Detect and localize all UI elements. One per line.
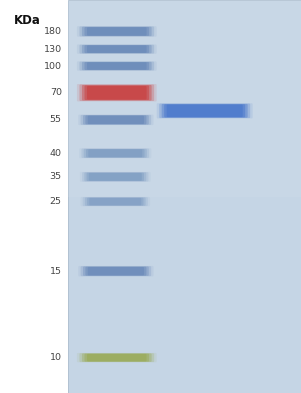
FancyBboxPatch shape <box>88 116 144 124</box>
FancyBboxPatch shape <box>85 86 149 100</box>
FancyBboxPatch shape <box>79 62 154 70</box>
FancyBboxPatch shape <box>87 173 144 181</box>
Bar <box>68 0 301 393</box>
FancyBboxPatch shape <box>88 267 144 275</box>
FancyBboxPatch shape <box>83 115 149 125</box>
FancyBboxPatch shape <box>79 26 154 37</box>
Text: 25: 25 <box>50 197 62 206</box>
FancyBboxPatch shape <box>87 45 147 53</box>
FancyBboxPatch shape <box>77 353 157 362</box>
Text: 70: 70 <box>50 88 62 97</box>
FancyBboxPatch shape <box>77 26 157 37</box>
FancyBboxPatch shape <box>85 45 149 53</box>
Text: 15: 15 <box>50 267 62 275</box>
FancyBboxPatch shape <box>89 198 141 206</box>
FancyBboxPatch shape <box>89 173 142 181</box>
FancyBboxPatch shape <box>82 62 152 70</box>
FancyBboxPatch shape <box>85 267 146 275</box>
Bar <box>68 0 301 196</box>
FancyBboxPatch shape <box>85 62 149 70</box>
FancyBboxPatch shape <box>83 266 149 276</box>
FancyBboxPatch shape <box>81 115 151 125</box>
FancyBboxPatch shape <box>85 354 149 362</box>
FancyBboxPatch shape <box>82 27 152 36</box>
Text: 100: 100 <box>44 62 62 70</box>
FancyBboxPatch shape <box>82 353 152 362</box>
Text: 40: 40 <box>50 149 62 158</box>
FancyBboxPatch shape <box>85 116 146 124</box>
FancyBboxPatch shape <box>167 105 243 117</box>
FancyBboxPatch shape <box>79 353 154 362</box>
FancyBboxPatch shape <box>164 104 245 118</box>
FancyBboxPatch shape <box>87 86 147 99</box>
FancyBboxPatch shape <box>77 84 157 101</box>
Text: KDa: KDa <box>14 14 41 27</box>
FancyBboxPatch shape <box>78 115 154 125</box>
FancyBboxPatch shape <box>159 104 250 118</box>
FancyBboxPatch shape <box>81 266 151 276</box>
FancyBboxPatch shape <box>80 172 151 182</box>
FancyBboxPatch shape <box>83 197 148 206</box>
Text: 35: 35 <box>50 173 62 181</box>
FancyBboxPatch shape <box>79 45 154 53</box>
FancyBboxPatch shape <box>162 104 248 118</box>
FancyBboxPatch shape <box>85 27 149 36</box>
FancyBboxPatch shape <box>77 44 157 54</box>
FancyBboxPatch shape <box>79 148 151 158</box>
FancyBboxPatch shape <box>85 197 146 206</box>
FancyBboxPatch shape <box>84 149 147 158</box>
FancyBboxPatch shape <box>157 103 253 118</box>
FancyBboxPatch shape <box>88 149 142 157</box>
Text: 130: 130 <box>44 45 62 53</box>
FancyBboxPatch shape <box>77 61 157 71</box>
FancyBboxPatch shape <box>78 266 154 276</box>
FancyBboxPatch shape <box>87 198 144 206</box>
FancyBboxPatch shape <box>87 354 147 362</box>
FancyBboxPatch shape <box>82 45 152 53</box>
Text: 55: 55 <box>50 116 62 124</box>
FancyBboxPatch shape <box>82 172 148 182</box>
FancyBboxPatch shape <box>81 197 150 206</box>
Text: 10: 10 <box>50 353 62 362</box>
FancyBboxPatch shape <box>84 173 146 181</box>
Text: 180: 180 <box>44 27 62 36</box>
FancyBboxPatch shape <box>87 27 147 36</box>
FancyBboxPatch shape <box>86 149 144 158</box>
FancyBboxPatch shape <box>79 84 154 101</box>
FancyBboxPatch shape <box>82 149 149 158</box>
FancyBboxPatch shape <box>82 85 152 101</box>
FancyBboxPatch shape <box>87 62 147 70</box>
